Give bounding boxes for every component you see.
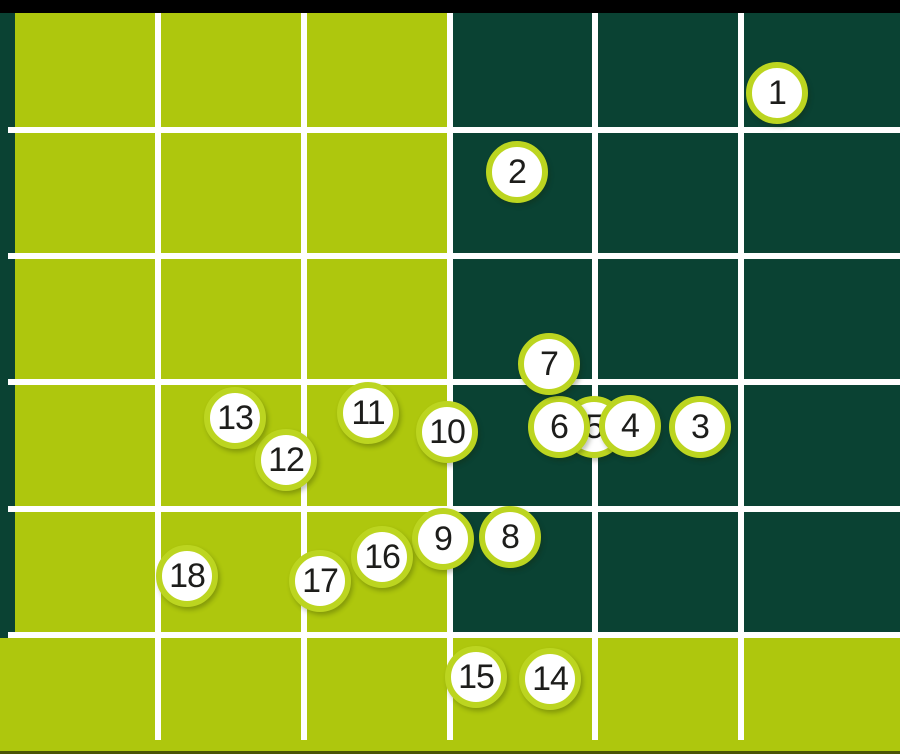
marker-18[interactable]: 18 bbox=[156, 545, 218, 607]
grid-line-horizontal-3 bbox=[8, 379, 900, 385]
marker-number-label: 8 bbox=[501, 518, 520, 556]
marker-number-label: 14 bbox=[532, 660, 569, 698]
marker-16[interactable]: 16 bbox=[351, 526, 413, 588]
marker-3[interactable]: 3 bbox=[669, 396, 731, 458]
marker-number-label: 3 bbox=[691, 408, 710, 446]
marker-number-label: 6 bbox=[550, 408, 569, 446]
grid-line-vertical-1 bbox=[155, 13, 161, 740]
marker-17[interactable]: 17 bbox=[289, 550, 351, 612]
marker-number-label: 15 bbox=[458, 658, 495, 696]
grid-line-vertical-3 bbox=[447, 13, 453, 740]
marker-number-label: 4 bbox=[621, 407, 640, 445]
marker-number-label: 16 bbox=[364, 538, 401, 576]
marker-6[interactable]: 6 bbox=[528, 396, 590, 458]
marker-number-label: 17 bbox=[302, 562, 339, 600]
top-border-bar bbox=[0, 0, 900, 13]
grid-line-vertical-4 bbox=[592, 13, 598, 740]
marker-1[interactable]: 1 bbox=[746, 62, 808, 124]
grid-line-horizontal-4 bbox=[8, 506, 900, 512]
marker-number-label: 18 bbox=[169, 557, 206, 595]
marker-number-label: 2 bbox=[508, 153, 527, 191]
grid-line-horizontal-1 bbox=[8, 127, 900, 133]
bottom-border-line bbox=[0, 751, 900, 754]
marker-2[interactable]: 2 bbox=[486, 141, 548, 203]
marker-number-label: 10 bbox=[429, 413, 466, 451]
marker-8[interactable]: 8 bbox=[479, 506, 541, 568]
marker-number-label: 7 bbox=[540, 345, 559, 383]
marker-13[interactable]: 13 bbox=[204, 387, 266, 449]
grid-line-horizontal-2 bbox=[8, 253, 900, 259]
marker-11[interactable]: 11 bbox=[337, 382, 399, 444]
marker-number-label: 1 bbox=[768, 74, 787, 112]
marker-number-label: 12 bbox=[268, 441, 305, 479]
grid-line-vertical-5 bbox=[738, 13, 744, 740]
marker-number-label: 11 bbox=[351, 394, 385, 432]
marker-number-label: 9 bbox=[434, 520, 453, 558]
marker-15[interactable]: 15 bbox=[445, 646, 507, 708]
marker-14[interactable]: 14 bbox=[519, 648, 581, 710]
marker-9[interactable]: 9 bbox=[412, 508, 474, 570]
marker-4[interactable]: 4 bbox=[599, 395, 661, 457]
marker-12[interactable]: 12 bbox=[255, 429, 317, 491]
marker-number-label: 13 bbox=[217, 399, 254, 437]
grid-line-vertical-2 bbox=[301, 13, 307, 740]
grid-line-horizontal-5 bbox=[8, 632, 900, 638]
marker-7[interactable]: 7 bbox=[518, 333, 580, 395]
dark-field-strip-left bbox=[0, 13, 15, 638]
marker-10[interactable]: 10 bbox=[416, 401, 478, 463]
